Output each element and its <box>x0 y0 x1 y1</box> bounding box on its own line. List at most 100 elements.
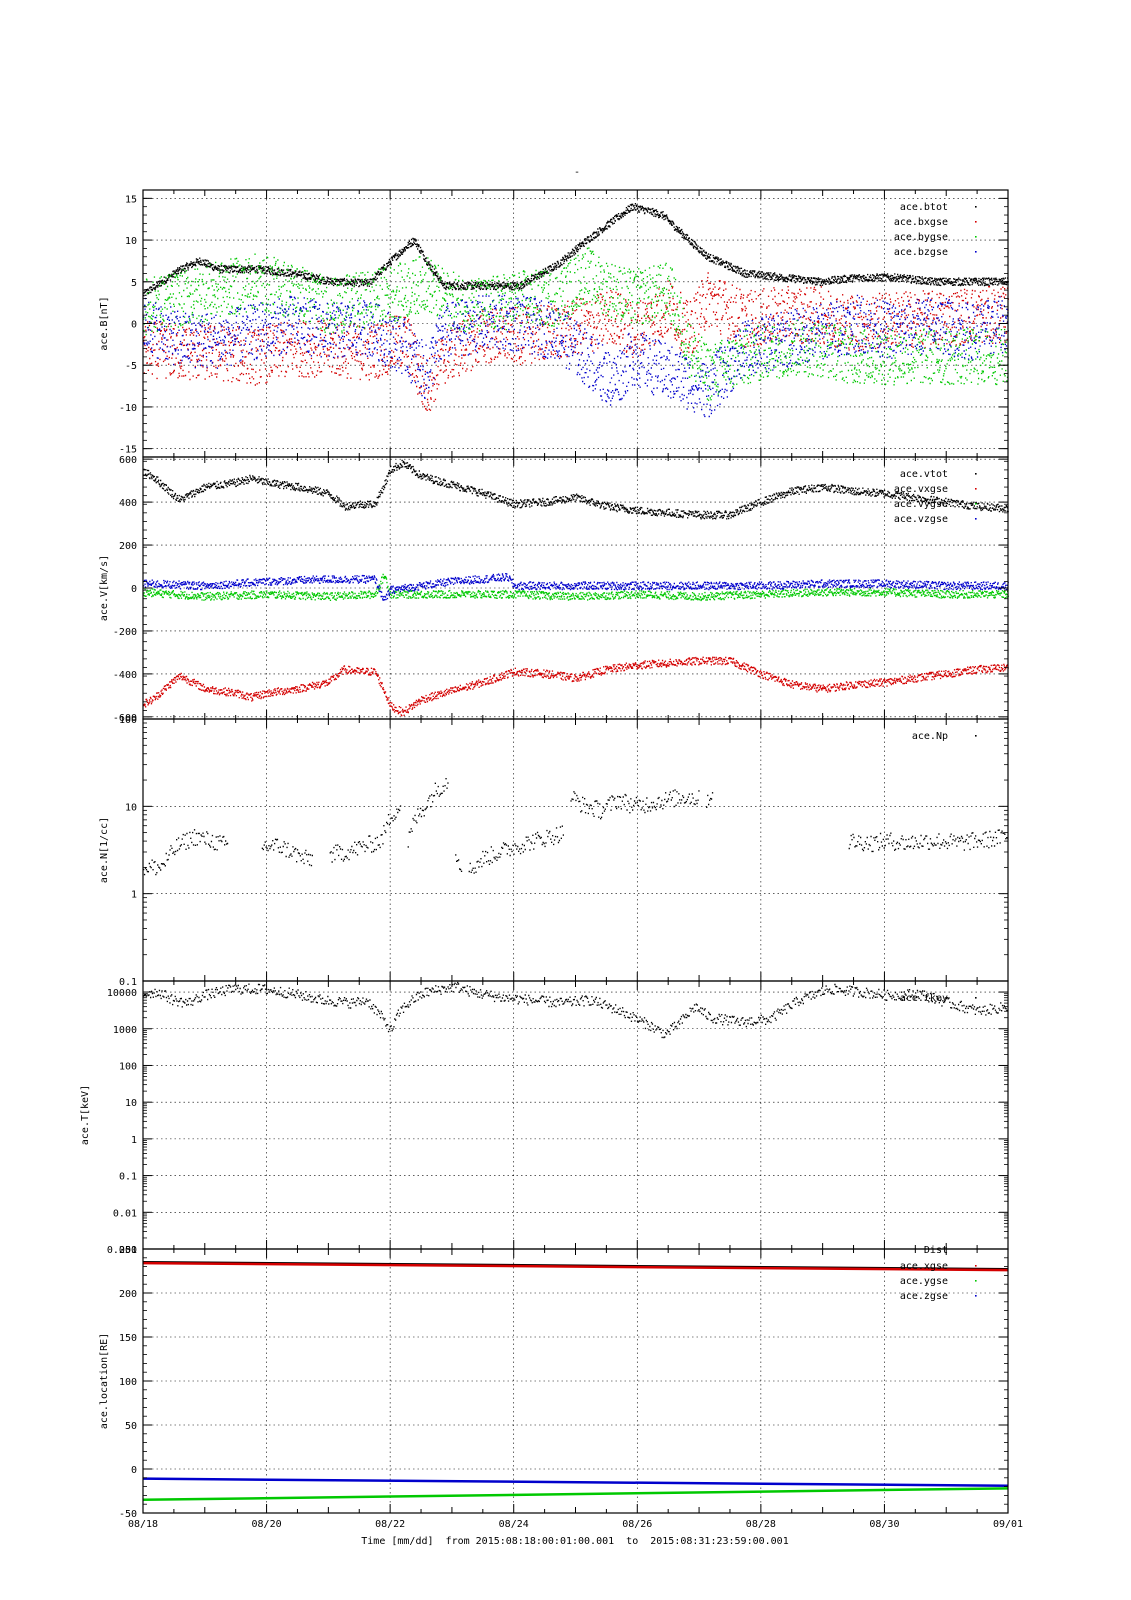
series-ace.ygse <box>142 1487 1009 1502</box>
y-tick-label: 100 <box>119 1061 137 1072</box>
y-tick-label: 100 <box>119 1377 137 1388</box>
y-tick-label: 0.01 <box>113 1208 137 1219</box>
series-ace.bzgse <box>143 294 1009 418</box>
legend-entry: ace.bygse <box>894 232 948 243</box>
y-tick-label: 10 <box>125 1098 137 1109</box>
y-tick-label: 1000 <box>113 1025 137 1036</box>
legend-entry: ace.vtot <box>900 469 948 480</box>
series-points <box>143 294 1009 418</box>
y-tick-label: -400 <box>113 670 137 681</box>
y-axis-label: ace.B[nT] <box>99 296 110 350</box>
legend-marker <box>975 997 977 999</box>
legend-entry: ace.vxgse <box>894 484 948 495</box>
y-tick-label: 0 <box>131 1465 137 1476</box>
y-tick-label: 50 <box>125 1421 137 1432</box>
legend-entry: ace.zgse <box>900 1291 948 1302</box>
grid <box>143 1249 1008 1513</box>
legend-header: Dist <box>924 1245 948 1256</box>
legend-entry: ace.btot <box>900 202 948 213</box>
y-tick-label: 0.001 <box>107 1245 137 1256</box>
legend-marker <box>975 1280 977 1282</box>
y-axis-label: ace.T[keV] <box>80 1085 91 1145</box>
series-group <box>143 981 1009 1039</box>
y-tick-label: 400 <box>119 498 137 509</box>
series-group <box>143 459 1009 717</box>
series-group <box>143 778 1009 876</box>
legend-entry: ace.xgse <box>900 1261 948 1272</box>
y-tick-label: -600 <box>113 713 137 724</box>
y-axis-label: ace.N[1/cc] <box>99 817 110 883</box>
legend-entry: ace.bxgse <box>894 217 948 228</box>
figure-title: - <box>574 167 580 178</box>
y-tick-label: 0.1 <box>119 977 137 988</box>
legend-entry: ace.bzgse <box>894 247 948 258</box>
y-tick-label: 600 <box>119 455 137 466</box>
series-ace.vtot <box>143 459 1009 520</box>
legend-marker <box>975 251 977 253</box>
y-tick-label: -15 <box>119 445 137 456</box>
legend-marker <box>975 1265 977 1267</box>
legend-marker <box>975 735 977 737</box>
grid <box>143 981 1008 1249</box>
y-tick-label: 10000 <box>107 988 137 999</box>
y-tick-label: -5 <box>125 361 137 372</box>
series-line <box>142 1477 1009 1487</box>
y-tick-label: 1 <box>131 890 137 901</box>
x-tick-label: 08/24 <box>499 1519 529 1530</box>
series-ace.xgse <box>142 1261 1009 1272</box>
legend-marker <box>975 1295 977 1297</box>
series-points <box>143 981 1009 1039</box>
y-tick-label: 0.1 <box>119 1172 137 1183</box>
x-tick-label: 09/01 <box>993 1519 1023 1530</box>
panel-1: 15 10 5 0 -5 -10 -15 ace.B[nT] ace.btot ace.bxgse… <box>99 189 1009 458</box>
series-points <box>143 656 1009 717</box>
y-tick-label: 1 <box>131 1135 137 1146</box>
y-tick-label: 5 <box>131 278 137 289</box>
series-points <box>143 459 1009 520</box>
series-group <box>143 203 1009 418</box>
y-tick-label: -50 <box>119 1509 137 1520</box>
series-ace.vzgse <box>143 573 1009 601</box>
y-axis-label: ace.V[km/s] <box>99 555 110 621</box>
y-tick-label: 0 <box>131 320 137 331</box>
legend-entry: ace.Np <box>912 731 948 742</box>
series-ace.zgse <box>142 1477 1009 1487</box>
legend-marker <box>975 206 977 208</box>
series-ace.vxgse <box>143 656 1009 717</box>
series-ace.tkev <box>143 981 1009 1039</box>
panel-4: 10000 1000 100 10 1 0.1 0.01 0.001 ace.T[keV] ace… <box>80 980 1009 1256</box>
series-points <box>143 778 1009 876</box>
x-axis-title: Time [mm/dd] from 2015:08:18:00:01:00.00… <box>361 1536 788 1547</box>
panel-5: 200 150 100 50 0 -50 250 ace.location[RE] Dist ac… <box>99 1245 1023 1530</box>
legend-marker <box>975 221 977 223</box>
legend-marker <box>975 518 977 520</box>
y-tick-label: 15 <box>125 194 137 205</box>
y-tick-label: 0 <box>131 584 137 595</box>
y-tick-label: 250 <box>119 1245 137 1256</box>
series-line <box>142 1261 1009 1272</box>
y-tick-label: 200 <box>119 1289 137 1300</box>
y-tick-label: 10 <box>125 236 137 247</box>
series-points <box>143 573 1009 602</box>
legend-marker <box>975 503 977 505</box>
series-points <box>143 573 1009 601</box>
x-tick-label: 08/26 <box>622 1519 652 1530</box>
y-tick-label: 10 <box>125 802 137 813</box>
legend-entry: ace.ygse <box>900 1276 948 1287</box>
x-tick-label: 08/28 <box>746 1519 776 1530</box>
grid <box>143 719 1008 981</box>
series-ace.vygse <box>143 573 1009 602</box>
legend: ace.tkev <box>900 993 977 1004</box>
legend-marker <box>975 473 977 475</box>
x-tick-label: 08/18 <box>128 1519 158 1530</box>
x-tick-label: 08/22 <box>375 1519 405 1530</box>
legend-entry: ace.vzgse <box>894 514 948 525</box>
legend: Dist ace.xgse ace.ygse ace.zgse <box>900 1245 977 1302</box>
panels-group: 151050-5-10-15ace.B[nT]ace.btotace.bxgse… <box>80 189 1023 1530</box>
series-line <box>142 1487 1009 1502</box>
legend: ace.Np <box>912 731 977 742</box>
legend: ace.btot ace.bxgse ace.bygse ace.bzgse <box>894 202 977 258</box>
series-group <box>142 1260 1009 1502</box>
